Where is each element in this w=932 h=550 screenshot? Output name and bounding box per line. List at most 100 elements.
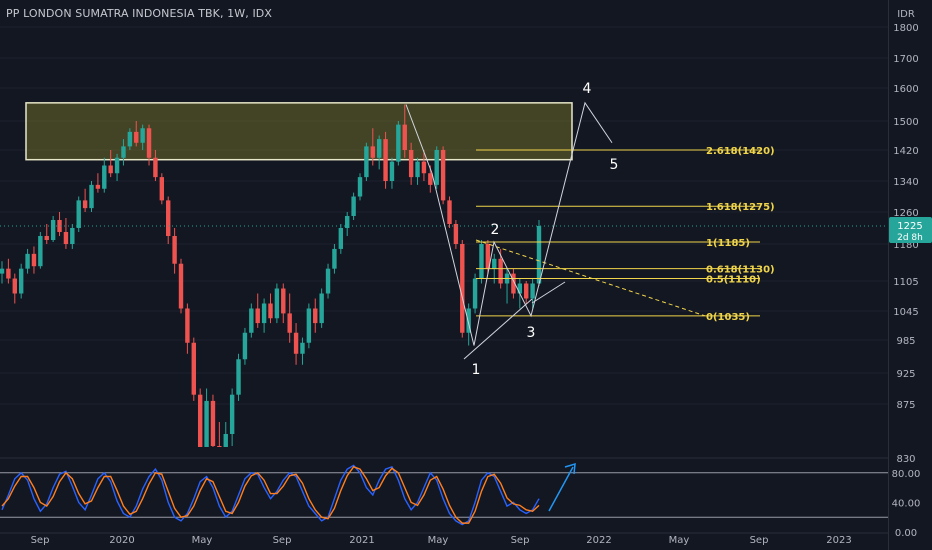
candle-body: [306, 308, 312, 343]
candle-body: [434, 150, 439, 185]
fib-level-label: 0.5(1110): [706, 275, 761, 286]
y-tick-label: 875: [896, 400, 915, 411]
candle-body: [70, 228, 75, 244]
candle-body: [63, 232, 69, 244]
candle-body: [134, 131, 139, 143]
candle-body: [370, 146, 375, 158]
candle-body: [236, 359, 241, 395]
wave-label-3: 3: [527, 325, 536, 341]
candle-body: [389, 161, 395, 181]
candle-body: [357, 177, 363, 197]
x-tick-label: 2020: [109, 535, 134, 546]
wave-path: [405, 101, 613, 346]
y-tick-label: 1600: [893, 84, 918, 95]
candle-body: [95, 184, 101, 189]
resistance-zone: [25, 102, 573, 161]
fib-level-label: 1(1185): [706, 238, 750, 249]
stoch-k-line: [1, 464, 540, 526]
candle-body: [178, 263, 184, 309]
candle-body: [408, 150, 414, 178]
candle-body: [492, 258, 497, 269]
candle-body: [146, 128, 152, 158]
candle-body: [191, 342, 196, 395]
candle-body: [466, 308, 471, 333]
candle-body: [530, 283, 535, 299]
candle-body: [44, 236, 49, 240]
stochastic-panel: [0, 457, 888, 526]
candle-body: [242, 332, 248, 360]
candle-body: [300, 342, 305, 354]
wave-label-2: 2: [491, 222, 500, 238]
price-badge-countdown: 2d 8h: [897, 233, 923, 243]
candle-body: [364, 146, 369, 178]
resistance-zone-box: [25, 102, 573, 161]
x-tick-label: Sep: [750, 535, 769, 546]
stoch-d-line: [1, 466, 540, 524]
candle-body: [159, 177, 165, 201]
candle-body: [25, 253, 30, 269]
stoch-tick-label: 0.00: [895, 528, 917, 539]
candle-body: [114, 157, 120, 174]
wave-base-line: [463, 298, 533, 360]
candle-body: [6, 268, 11, 279]
candle-body: [76, 200, 81, 228]
candle-body: [421, 161, 427, 174]
x-tick-label: May: [428, 535, 449, 546]
x-tick-label: Sep: [273, 535, 292, 546]
x-tick-label: 2022: [586, 535, 611, 546]
price-badge-value: 1225: [897, 221, 922, 232]
currency-label: IDR: [897, 9, 915, 20]
candle-body: [0, 268, 5, 274]
dashed-trendline: [475, 239, 706, 317]
candle-body: [453, 224, 459, 244]
candle-body: [197, 394, 203, 447]
wave-label-5: 5: [610, 157, 619, 173]
chart-title: PP LONDON SUMATRA INDONESIA TBK, 1W, IDX: [6, 7, 272, 20]
candle-body: [428, 173, 433, 185]
x-tick-label: May: [192, 535, 213, 546]
candle-body: [447, 200, 452, 224]
fib-level-label: 0(1035): [706, 312, 750, 323]
candle-body: [376, 139, 382, 158]
candle-body: [108, 165, 113, 174]
candle-body: [293, 332, 299, 354]
candle-body: [268, 303, 273, 319]
trend-arrowhead: [564, 462, 576, 475]
y-tick-label: 1340: [893, 177, 918, 188]
candle-body: [479, 244, 484, 279]
candle-body: [517, 283, 523, 294]
wave-label-1: 1: [472, 362, 481, 378]
candle-body: [255, 308, 260, 324]
candle-body: [287, 313, 292, 333]
candle-body: [185, 308, 190, 343]
candle-body: [351, 196, 356, 216]
candle-body: [172, 236, 177, 264]
y-tick-label: 1260: [893, 208, 918, 219]
candle-body: [127, 131, 133, 147]
candle-body: [472, 278, 478, 309]
candle-body: [249, 308, 254, 333]
candle-body: [440, 150, 446, 201]
x-tick-label: Sep: [31, 535, 50, 546]
candle-body: [89, 184, 94, 209]
candle-body: [57, 220, 62, 232]
candle-body: [498, 258, 503, 284]
candle-body: [332, 248, 337, 269]
candle-body: [153, 157, 158, 178]
y-tick-label: 1045: [893, 307, 918, 318]
candle-body: [313, 308, 318, 324]
x-tick-label: 2021: [349, 535, 374, 546]
candle-body: [38, 236, 43, 267]
candle-body: [338, 228, 344, 249]
candle-body: [524, 283, 529, 299]
trend-arrow: [548, 466, 574, 512]
candle-body: [12, 278, 17, 294]
candle-body: [536, 226, 542, 284]
candle-body: [511, 273, 516, 294]
candle-body: [102, 165, 107, 189]
candle-body: [319, 293, 324, 324]
fib-level-label: 0.618(1130): [706, 265, 775, 276]
fib-level-label: 1.618(1275): [706, 202, 775, 213]
